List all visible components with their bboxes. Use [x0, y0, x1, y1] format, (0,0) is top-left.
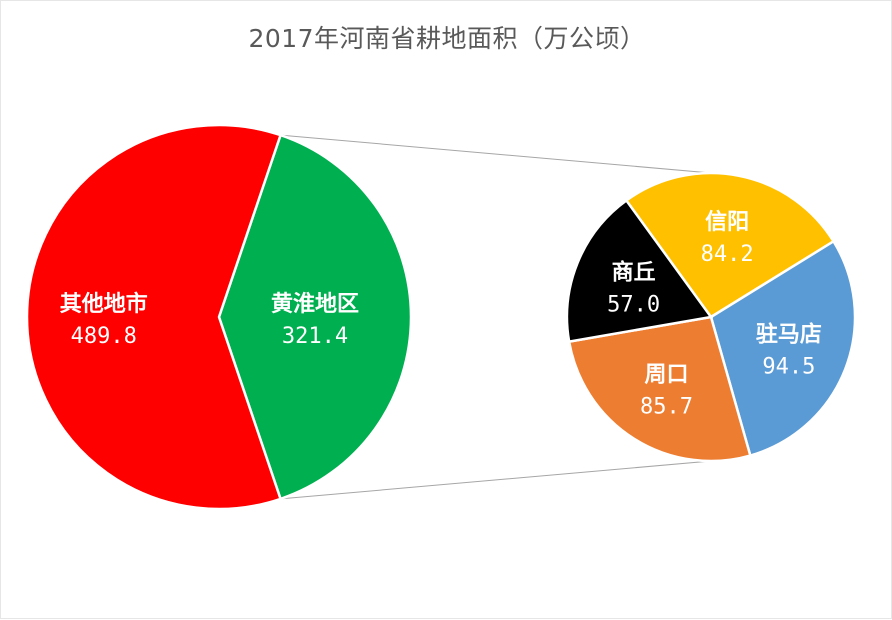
- sub-pie-slice-1-label-value: 84.2: [701, 242, 754, 267]
- sub-pie-slice-2-label-name: 驻马店: [756, 321, 822, 347]
- main-pie-slice-2-label-value: 321.4: [282, 324, 348, 349]
- main-pie: 黄淮地区 321.4 其他地市 489.8: [25, 123, 413, 511]
- connector-line-bottom: [280, 460, 712, 500]
- chart-title: 2017年河南省耕地面积（万公顷）: [248, 24, 646, 53]
- main-pie-slice-1: [25, 123, 283, 511]
- sub-pie-slice-2: [709, 239, 857, 458]
- main-pie-slice-2-label-name: 黄淮地区: [271, 292, 359, 317]
- sub-pie-slice-2-label-value: 94.5: [762, 354, 815, 379]
- sub-pie-slice-3-label-value: 85.7: [640, 395, 693, 420]
- sub-pie-slice-4-label-name: 商丘: [612, 260, 656, 286]
- connector-lines: [280, 134, 712, 500]
- main-pie-slice-1-label-name: 其他地市: [60, 291, 148, 317]
- sub-pie: 信阳 84.2 驻马店 94.5 周口 85.7 商丘 57.0: [565, 171, 857, 463]
- sub-pie-slice-1-label-name: 信阳: [705, 209, 749, 235]
- sub-pie-slice-1: [624, 171, 836, 319]
- sub-pie-slice-4-label-value: 57.0: [607, 293, 660, 318]
- main-pie-slice-1-label-value: 489.8: [71, 324, 137, 349]
- main-pie-slice-2: [217, 133, 413, 501]
- connector-line-top: [280, 134, 712, 174]
- sub-pie-slice-3-label-name: 周口: [645, 363, 689, 388]
- sub-pie-slice-3: [567, 315, 752, 463]
- sub-pie-slice-4: [565, 198, 714, 344]
